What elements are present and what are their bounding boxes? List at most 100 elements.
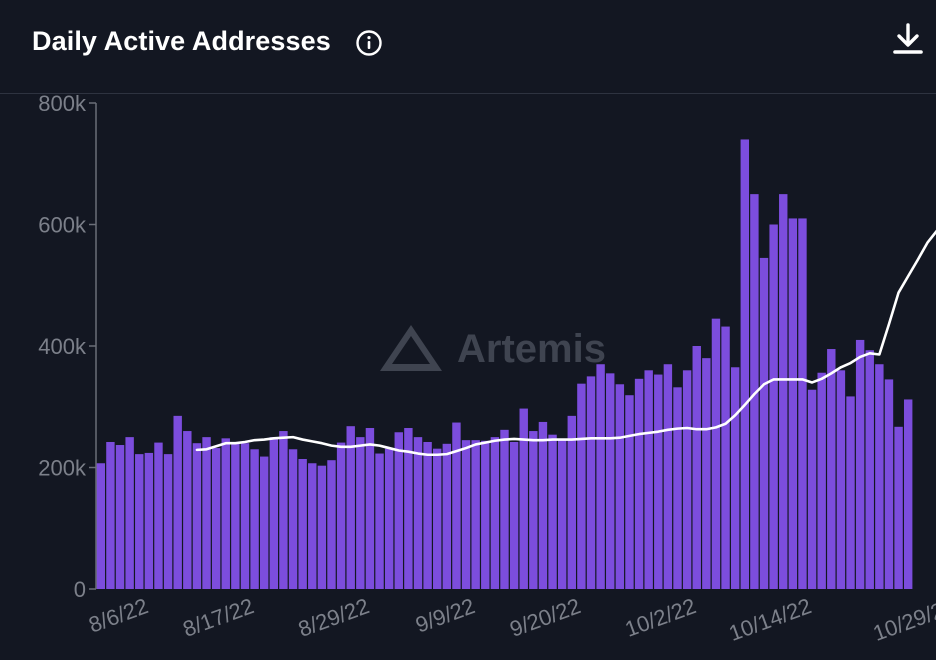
- bar[interactable]: [288, 449, 298, 589]
- bar[interactable]: [788, 218, 798, 589]
- bar[interactable]: [596, 364, 605, 589]
- y-tick-label: 800k: [38, 95, 87, 116]
- bar[interactable]: [471, 440, 480, 589]
- bar[interactable]: [481, 440, 490, 589]
- y-axis-ticks: 0 200k 400k 600k 800k: [38, 95, 96, 602]
- bar[interactable]: [442, 443, 452, 589]
- bar[interactable]: [663, 364, 673, 589]
- bar[interactable]: [750, 194, 759, 590]
- bar[interactable]: [634, 378, 644, 589]
- bar[interactable]: [682, 370, 692, 589]
- info-circle-icon[interactable]: [355, 29, 383, 57]
- bar[interactable]: [394, 432, 403, 589]
- bar[interactable]: [413, 437, 423, 590]
- bar[interactable]: [433, 448, 442, 589]
- bar[interactable]: [615, 384, 625, 589]
- bar[interactable]: [875, 364, 884, 589]
- bar[interactable]: [557, 438, 567, 589]
- bar[interactable]: [894, 426, 903, 589]
- bar[interactable]: [240, 443, 250, 589]
- bar[interactable]: [96, 463, 106, 589]
- bar[interactable]: [404, 428, 413, 589]
- bar[interactable]: [250, 449, 259, 589]
- bar[interactable]: [221, 438, 230, 589]
- bar[interactable]: [769, 224, 778, 590]
- bar[interactable]: [798, 218, 807, 589]
- bar[interactable]: [423, 441, 432, 589]
- bar[interactable]: [375, 453, 384, 589]
- bar[interactable]: [144, 452, 154, 589]
- artemis-logo-icon: [380, 325, 442, 371]
- bar[interactable]: [308, 463, 317, 589]
- bar[interactable]: [211, 448, 221, 589]
- bar[interactable]: [365, 428, 375, 589]
- bar[interactable]: [202, 437, 211, 590]
- bar[interactable]: [115, 445, 125, 589]
- bar[interactable]: [173, 415, 182, 589]
- bar[interactable]: [260, 456, 269, 589]
- bar[interactable]: [702, 358, 711, 589]
- bar[interactable]: [606, 373, 615, 589]
- bar[interactable]: [836, 370, 846, 589]
- chart-area: Artemis 0 200k 400k 600k 800k 8/6/22 8/17/22 8…: [0, 95, 936, 660]
- bar[interactable]: [884, 379, 894, 589]
- bar[interactable]: [384, 448, 394, 589]
- bar[interactable]: [855, 339, 865, 589]
- bar[interactable]: [730, 367, 740, 589]
- bar[interactable]: [644, 370, 653, 589]
- bar[interactable]: [154, 442, 163, 589]
- bar[interactable]: [317, 465, 327, 589]
- bar[interactable]: [163, 454, 173, 589]
- bar[interactable]: [673, 387, 682, 589]
- bar[interactable]: [538, 421, 548, 589]
- bar[interactable]: [279, 431, 288, 589]
- bar[interactable]: [721, 326, 730, 589]
- bar[interactable]: [577, 383, 586, 589]
- x-tick-label: 8/6/22: [85, 593, 151, 637]
- x-tick-label: 10/14/22: [726, 593, 815, 646]
- y-tick-label: 600k: [38, 213, 87, 238]
- bar[interactable]: [759, 257, 769, 589]
- bar[interactable]: [298, 459, 307, 589]
- bar[interactable]: [586, 376, 596, 590]
- bar[interactable]: [625, 395, 634, 589]
- bar[interactable]: [740, 139, 749, 589]
- bar[interactable]: [567, 415, 576, 589]
- bar[interactable]: [346, 426, 355, 589]
- bar[interactable]: [807, 389, 817, 589]
- bar[interactable]: [519, 408, 528, 589]
- bar[interactable]: [865, 350, 874, 589]
- bar[interactable]: [827, 349, 836, 589]
- bar[interactable]: [452, 422, 461, 589]
- bar[interactable]: [654, 374, 663, 589]
- bar[interactable]: [135, 454, 144, 589]
- bar[interactable]: [125, 437, 134, 590]
- bar-series: [96, 139, 913, 590]
- bar[interactable]: [529, 431, 538, 589]
- bar[interactable]: [500, 429, 509, 589]
- bar[interactable]: [356, 437, 365, 590]
- bar[interactable]: [903, 399, 913, 589]
- x-tick-label: 10/2/22: [622, 593, 700, 642]
- bar[interactable]: [336, 442, 346, 589]
- bar[interactable]: [846, 396, 855, 589]
- bar[interactable]: [817, 372, 826, 589]
- x-axis-ticks: 8/6/22 8/17/22 8/29/22 9/9/22 9/20/22 10/2/22…: [85, 593, 936, 646]
- bar[interactable]: [692, 346, 701, 589]
- bar[interactable]: [269, 437, 279, 590]
- bar[interactable]: [548, 434, 557, 589]
- bar[interactable]: [711, 318, 721, 589]
- bar[interactable]: [192, 443, 202, 589]
- chart-header: Daily Active Addresses: [0, 0, 936, 94]
- download-icon[interactable]: [892, 22, 924, 56]
- bar[interactable]: [106, 441, 115, 589]
- bar[interactable]: [509, 441, 519, 589]
- bar[interactable]: [461, 440, 471, 589]
- bar[interactable]: [231, 443, 240, 589]
- chart-title: Daily Active Addresses: [32, 26, 331, 56]
- bar[interactable]: [490, 437, 500, 590]
- bar[interactable]: [327, 460, 336, 589]
- bar[interactable]: [183, 431, 192, 589]
- x-tick-label: 9/9/22: [412, 593, 478, 637]
- bar[interactable]: [779, 194, 788, 590]
